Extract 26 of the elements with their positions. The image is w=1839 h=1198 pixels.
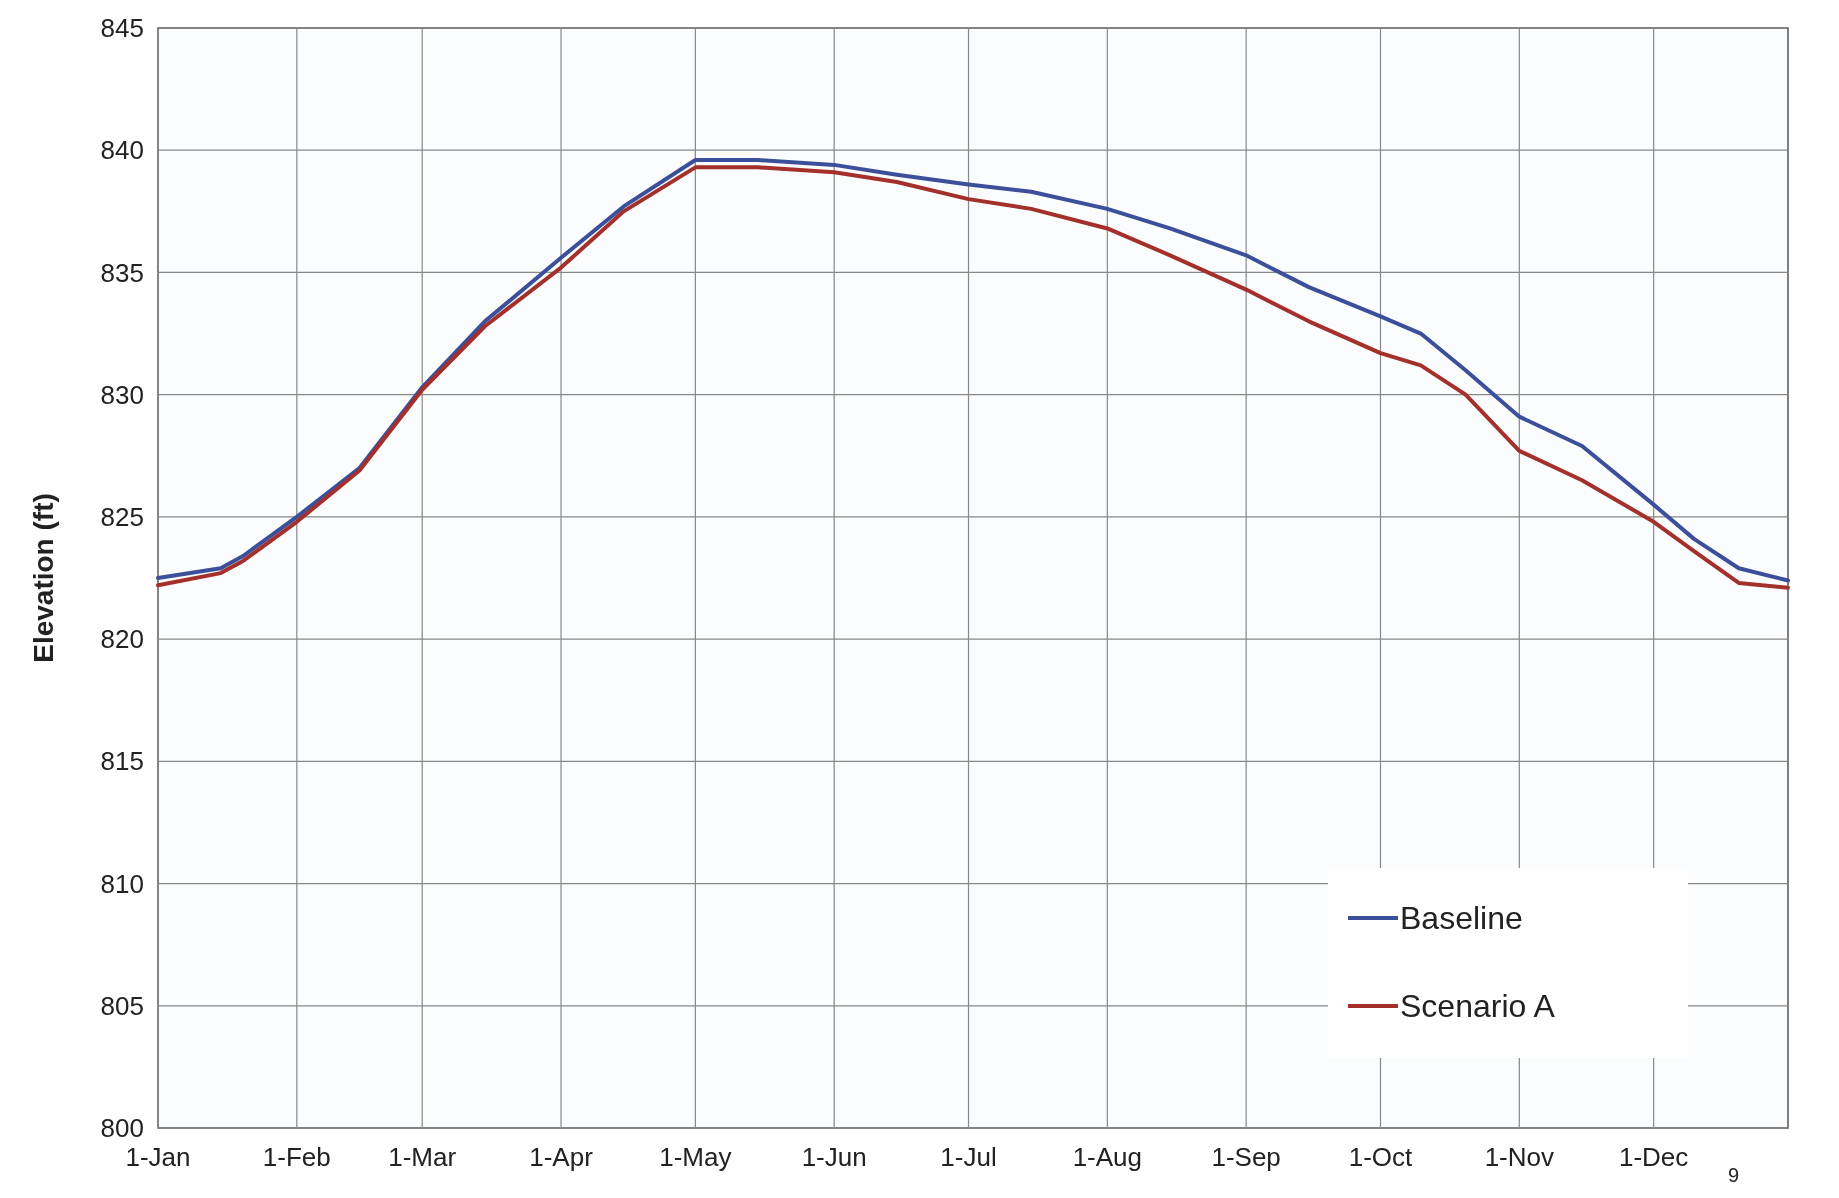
y-tick-label: 840 (100, 135, 144, 166)
x-tick-label: 1-Aug (1072, 1142, 1143, 1172)
x-tick-label: 1-Oct (1348, 1142, 1414, 1172)
legend-label: Baseline (1400, 900, 1523, 937)
y-tick-label: 835 (100, 257, 144, 288)
x-tick-label: 1-Dec (1618, 1142, 1689, 1172)
y-tick-label: 815 (100, 746, 144, 777)
y-tick-label: 845 (100, 13, 144, 44)
x-tick-label: 1-Feb (262, 1142, 331, 1172)
y-tick-label: 810 (100, 868, 144, 899)
x-tick-label: 1-Nov (1484, 1142, 1554, 1172)
x-tick-label: 1-Jun (801, 1142, 867, 1172)
text: 9 (1728, 1164, 1740, 1186)
y-axis-title: Elevation (ft) (28, 493, 59, 663)
x-tick-label: 1-Jul (940, 1142, 997, 1172)
y-tick-label: 800 (100, 1113, 144, 1144)
x-tick-label: 1-Sep (1211, 1142, 1281, 1172)
y-tick-label: 830 (100, 379, 144, 410)
legend-label: Scenario A (1400, 988, 1556, 1025)
x-tick-label: 1-Jan (125, 1142, 191, 1172)
y-tick-label: 805 (100, 990, 144, 1021)
y-tick-label: 820 (100, 624, 144, 655)
y-tick-label: 825 (100, 501, 144, 532)
x-tick-label: 1-Mar (388, 1142, 457, 1172)
x-tick-label: 1-May (659, 1142, 732, 1172)
x-tick-label: 1-Apr (529, 1142, 594, 1172)
